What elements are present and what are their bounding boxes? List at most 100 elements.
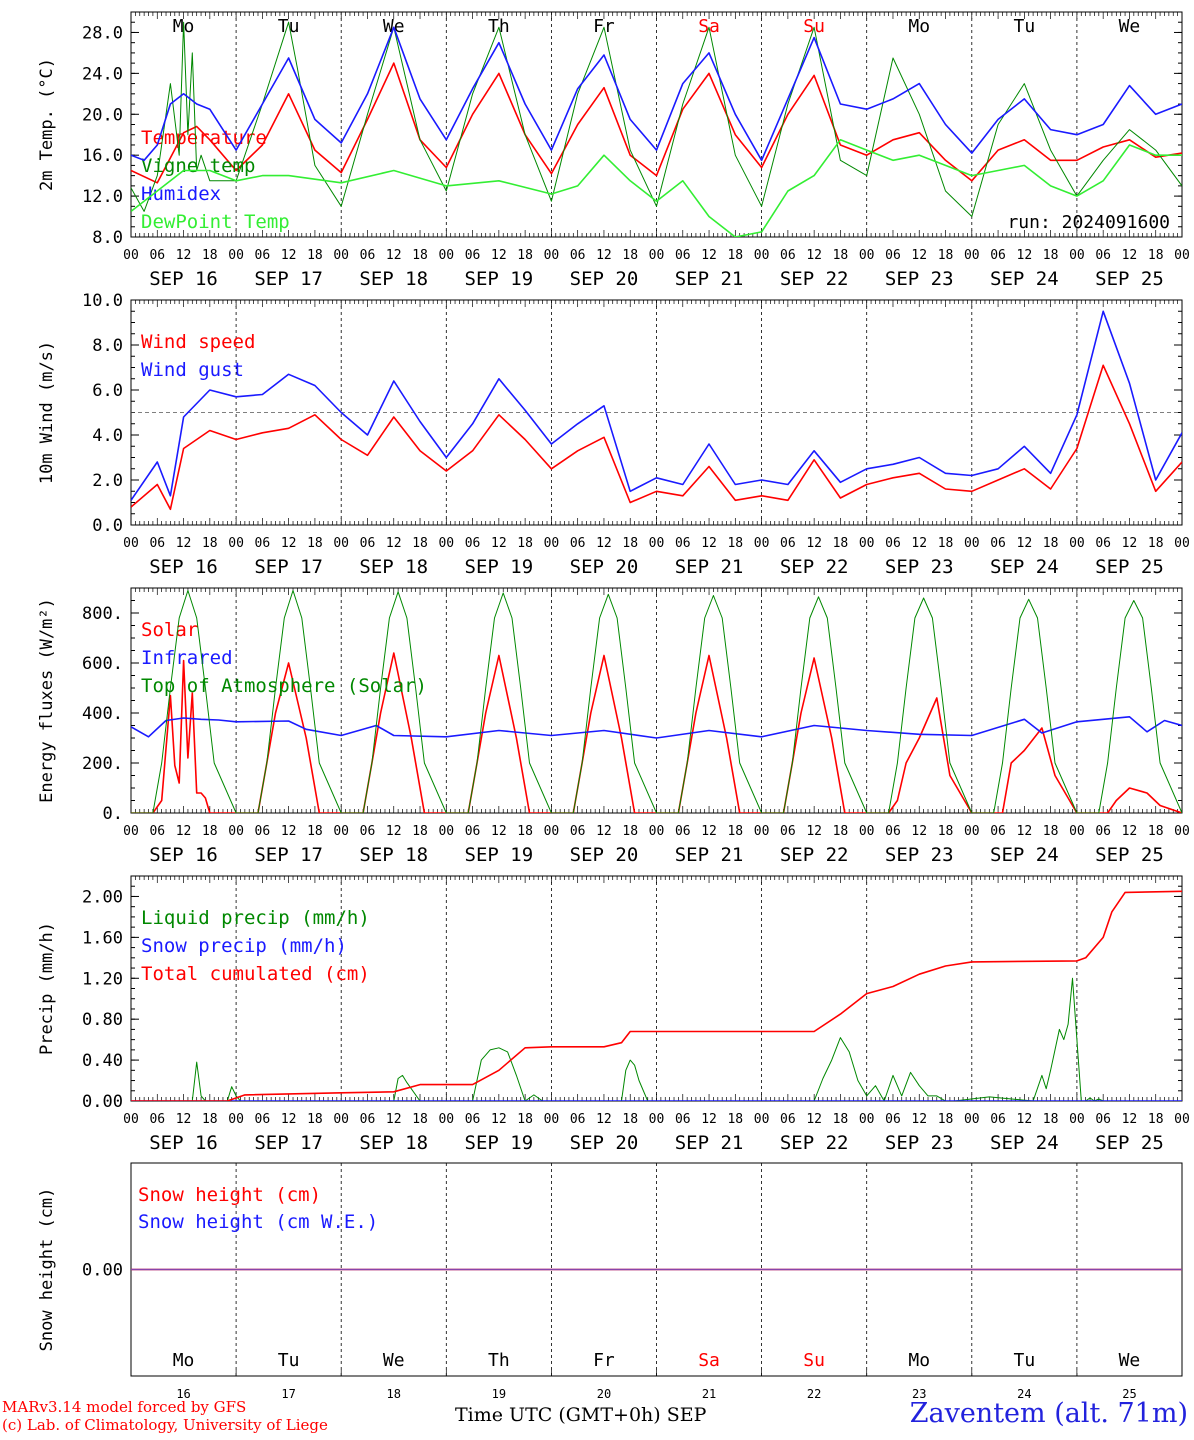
legend-entry: Solar bbox=[141, 619, 198, 641]
series-line-total-cumulated-cm- bbox=[131, 890, 1182, 1101]
day-number-label: 21 bbox=[702, 1387, 716, 1401]
date-label: SEP 22 bbox=[780, 268, 849, 290]
hour-tick-label: 12 bbox=[1122, 1112, 1138, 1127]
hour-tick-label: 18 bbox=[1148, 1112, 1164, 1127]
y-tick-label: 24.0 bbox=[82, 64, 123, 84]
hour-tick-label: 12 bbox=[806, 248, 822, 263]
hour-tick-label: 00 bbox=[964, 248, 980, 263]
date-label: SEP 22 bbox=[780, 844, 849, 866]
day-label: Sa bbox=[698, 1350, 720, 1371]
legend-entry: Infrared bbox=[141, 647, 233, 669]
footer-credits: MARv3.14 model forced by GFS (c) Lab. of… bbox=[2, 1398, 328, 1434]
y-tick-label: 2.0 bbox=[92, 471, 123, 491]
legend-entry: Vigne temp bbox=[141, 155, 255, 177]
hour-tick-label: 12 bbox=[806, 1112, 822, 1127]
hour-tick-label: 06 bbox=[149, 536, 165, 551]
hour-tick-label: 12 bbox=[1017, 536, 1033, 551]
hour-tick-label: 00 bbox=[544, 1112, 560, 1127]
hour-tick-label: 18 bbox=[938, 536, 954, 551]
hour-tick-label: 06 bbox=[780, 248, 796, 263]
panel-frame bbox=[130, 11, 1183, 238]
series-line-wind-speed bbox=[131, 364, 1182, 511]
y-tick-label: 0.40 bbox=[82, 1051, 123, 1071]
date-label: SEP 20 bbox=[570, 1132, 639, 1154]
hour-tick-label: 06 bbox=[570, 1112, 586, 1127]
hour-tick-label: 06 bbox=[1095, 536, 1111, 551]
day-label: We bbox=[383, 1350, 405, 1371]
legend-entry: DewPoint Temp bbox=[141, 211, 290, 233]
hour-tick-label: 00 bbox=[228, 824, 244, 839]
hour-tick-label: 18 bbox=[412, 248, 428, 263]
date-label: SEP 21 bbox=[675, 556, 744, 578]
hour-tick-label: 00 bbox=[228, 248, 244, 263]
series-line-solar bbox=[131, 652, 1182, 813]
hour-tick-label: 12 bbox=[281, 1112, 297, 1127]
hour-tick-label: 06 bbox=[1095, 1112, 1111, 1127]
y-tick-label: 200. bbox=[82, 754, 123, 774]
day-number-label: 16 bbox=[176, 1387, 190, 1401]
y-tick-label: 600. bbox=[82, 654, 123, 674]
hour-tick-label: 12 bbox=[281, 824, 297, 839]
day-label: Th bbox=[488, 16, 510, 37]
date-label: SEP 25 bbox=[1095, 268, 1164, 290]
credit-line: (c) Lab. of Climatology, University of L… bbox=[2, 1416, 328, 1434]
y-axis-label: Precip (mm/h) bbox=[37, 922, 57, 1055]
hour-tick-label: 12 bbox=[701, 1112, 717, 1127]
hour-tick-label: 06 bbox=[990, 824, 1006, 839]
hour-tick-label: 00 bbox=[964, 1112, 980, 1127]
hour-tick-label: 06 bbox=[780, 824, 796, 839]
date-label: SEP 25 bbox=[1095, 844, 1164, 866]
hour-tick-label: 12 bbox=[386, 1112, 402, 1127]
date-label: SEP 18 bbox=[359, 556, 428, 578]
day-label: Mo bbox=[908, 1350, 930, 1371]
series-line-dewpoint-temp bbox=[131, 139, 1182, 237]
legend-entry: Snow precip (mm/h) bbox=[141, 935, 347, 957]
hour-tick-label: 06 bbox=[255, 824, 271, 839]
date-label: SEP 18 bbox=[359, 844, 428, 866]
hour-tick-label: 00 bbox=[754, 536, 770, 551]
hour-tick-label: 00 bbox=[333, 824, 349, 839]
hour-tick-label: 18 bbox=[1043, 248, 1059, 263]
hour-tick-label: 06 bbox=[675, 536, 691, 551]
hour-tick-label: 06 bbox=[465, 1112, 481, 1127]
hour-tick-label: 06 bbox=[675, 248, 691, 263]
day-label: We bbox=[1119, 1350, 1141, 1371]
hour-tick-label: 18 bbox=[938, 248, 954, 263]
hour-tick-label: 00 bbox=[544, 536, 560, 551]
date-label: SEP 21 bbox=[675, 844, 744, 866]
hour-tick-label: 18 bbox=[1148, 248, 1164, 263]
hour-tick-label: 18 bbox=[938, 824, 954, 839]
hour-tick-label: 12 bbox=[176, 1112, 192, 1127]
hour-tick-label: 12 bbox=[701, 824, 717, 839]
hour-tick-label: 18 bbox=[938, 1112, 954, 1127]
date-label: SEP 18 bbox=[359, 268, 428, 290]
hour-tick-label: 00 bbox=[1174, 1112, 1190, 1127]
y-tick-label: 1.60 bbox=[82, 928, 123, 948]
legend-entry: Liquid precip (mm/h) bbox=[141, 907, 370, 929]
date-label: SEP 16 bbox=[149, 844, 218, 866]
run-annotation: run: 2024091600 bbox=[1007, 212, 1170, 233]
date-label: SEP 19 bbox=[465, 268, 534, 290]
hour-tick-label: 00 bbox=[438, 248, 454, 263]
hour-tick-label: 06 bbox=[360, 248, 376, 263]
date-label: SEP 19 bbox=[465, 556, 534, 578]
panel-frame bbox=[130, 587, 1183, 814]
hour-tick-label: 00 bbox=[123, 824, 139, 839]
y-tick-label: 0.00 bbox=[82, 1261, 123, 1281]
day-label: We bbox=[383, 16, 405, 37]
hour-tick-label: 18 bbox=[412, 1112, 428, 1127]
hour-tick-label: 00 bbox=[123, 1112, 139, 1127]
hour-tick-label: 00 bbox=[438, 536, 454, 551]
hour-tick-label: 06 bbox=[885, 1112, 901, 1127]
hour-tick-label: 18 bbox=[727, 536, 743, 551]
hour-tick-label: 00 bbox=[649, 824, 665, 839]
hour-tick-label: 18 bbox=[622, 248, 638, 263]
hour-tick-label: 00 bbox=[228, 1112, 244, 1127]
hour-tick-label: 06 bbox=[990, 1112, 1006, 1127]
hour-tick-label: 00 bbox=[964, 824, 980, 839]
hour-tick-label: 06 bbox=[149, 1112, 165, 1127]
panel-temp: 8.0 12.0 16.0 20.0 24.0 28.0 2m Temp. (°C) Mo Tu… bbox=[37, 11, 1190, 290]
date-label: SEP 16 bbox=[149, 1132, 218, 1154]
series-line-top-of-atmosphere-solar- bbox=[131, 590, 1182, 813]
